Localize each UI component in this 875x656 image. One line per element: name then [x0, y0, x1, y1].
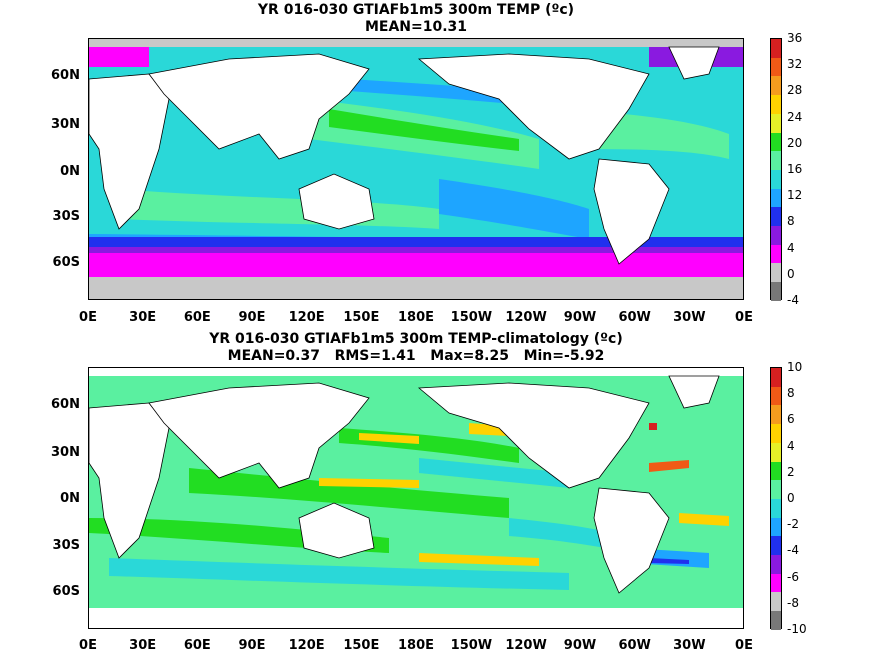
top-lon-label: 180E	[397, 310, 435, 325]
bottom-title-line2: MEAN=0.37 RMS=1.41 Max=8.25 Min=-5.92	[227, 348, 605, 364]
top-colorbar-swatch	[771, 151, 781, 170]
bottom-colorbar-label: -8	[787, 595, 799, 610]
bottom-colorbar-swatch	[771, 536, 781, 556]
top-colorbar-label: -4	[787, 293, 799, 307]
top-colorbar-swatch	[771, 188, 781, 208]
top-colorbar-label: 12	[787, 188, 803, 203]
bottom-colorbar-label: 10	[787, 360, 803, 374]
top-colorbar-swatch	[771, 113, 781, 133]
bottom-colorbar-label: -4	[787, 543, 799, 558]
bottom-lon-label: 90E	[238, 638, 266, 653]
bottom-colorbar-swatch	[771, 405, 781, 425]
bottom-lon-label: 150E	[343, 638, 380, 653]
bottom-lon-label: 180E	[397, 638, 435, 653]
bottom-lat-60s: 60S	[52, 584, 80, 599]
top-lat-60s: 60S	[52, 255, 80, 270]
bottom-colorbar-swatch	[771, 386, 781, 406]
top-colorbar-swatch	[771, 76, 781, 96]
top-lat-30s: 30S	[52, 209, 80, 224]
bottom-colorbar-label: -10	[787, 622, 807, 636]
bottom-colorbar-swatch	[771, 592, 781, 612]
bottom-colorbar-label: 2	[787, 464, 795, 479]
top-colorbar-swatch	[771, 95, 781, 114]
top-lon-label: 150E	[343, 310, 380, 325]
bottom-lat-30s: 30S	[52, 538, 80, 553]
top-colorbar-label: 8	[787, 214, 795, 229]
bottom-colorbar-label: 8	[787, 386, 795, 401]
top-lat-0n: 0N	[60, 164, 80, 179]
bottom-colorbar-swatch	[771, 368, 781, 387]
bottom-colorbar-swatch	[771, 498, 781, 518]
bottom-colorbar-swatch	[771, 573, 781, 593]
top-title-line2: MEAN=10.31	[364, 19, 468, 35]
top-colorbar-swatch	[771, 132, 781, 152]
top-lon-label: 0E	[79, 310, 97, 325]
top-lat-60n: 60N	[51, 68, 80, 83]
bottom-colorbar-label: 6	[787, 412, 795, 427]
bottom-lon-label: 30W	[673, 638, 706, 653]
top-colorbar-swatch	[771, 244, 781, 264]
bottom-colorbar-label: -6	[787, 569, 799, 584]
top-colorbar-label: 16	[787, 162, 803, 176]
bottom-colorbar-label: -2	[787, 517, 799, 532]
bottom-lon-label: 150W	[450, 638, 493, 653]
bottom-lat-30n: 30N	[51, 445, 80, 460]
top-colorbar-swatch	[771, 39, 781, 58]
top-lon-label: 90W	[563, 310, 597, 325]
bottom-map	[88, 367, 744, 629]
top-colorbar-swatch	[771, 263, 781, 283]
top-colorbar-label: 0	[787, 266, 795, 281]
bottom-lon-label: 120W	[505, 638, 547, 653]
top-colorbar-label: 20	[787, 135, 803, 150]
top-colorbar-label: 24	[787, 109, 803, 124]
top-colorbar-swatch	[771, 226, 781, 245]
top-colorbar-swatch	[771, 169, 781, 189]
bottom-colorbar-swatch	[771, 442, 781, 462]
top-lon-label: 150W	[450, 310, 493, 325]
bottom-lon-label: 0E	[735, 638, 753, 653]
top-lat-30n: 30N	[51, 117, 80, 132]
top-lon-label: 90E	[238, 310, 266, 325]
top-colorbar-label: 32	[787, 57, 803, 72]
top-lon-label: 60E	[183, 310, 211, 325]
bottom-colorbar-label: 0	[787, 491, 795, 505]
bottom-lon-label: 90W	[563, 638, 597, 653]
bottom-lon-label: 60W	[618, 638, 651, 653]
bottom-colorbar-swatch	[771, 424, 781, 443]
bottom-colorbar-swatch	[771, 555, 781, 574]
bottom-colorbar	[770, 367, 782, 630]
bottom-lat-0n: 0N	[60, 491, 80, 506]
bottom-colorbar-swatch	[771, 517, 781, 537]
top-lon-label: 30W	[673, 310, 706, 325]
bottom-lon-label: 60E	[183, 638, 211, 653]
top-colorbar-label: 36	[787, 31, 803, 45]
bottom-lon-label: 120E	[288, 638, 325, 653]
bottom-lon-label: 0E	[79, 638, 97, 653]
top-lon-label: 120W	[505, 310, 547, 325]
top-title-line1: YR 016-030 GTIAFb1m5 300m TEMP (ºc)	[257, 2, 575, 18]
bottom-lat-60n: 60N	[51, 397, 80, 412]
top-colorbar-swatch	[771, 207, 781, 227]
top-colorbar-label: 28	[787, 83, 803, 98]
bottom-title-line1: YR 016-030 GTIAFb1m5 300m TEMP-climatolo…	[209, 331, 623, 347]
top-colorbar	[770, 38, 782, 301]
top-colorbar-label: 4	[787, 240, 795, 255]
top-colorbar-swatch	[771, 57, 781, 77]
top-lon-label: 30E	[129, 310, 157, 325]
top-colorbar-swatch	[771, 282, 781, 301]
top-lon-label: 60W	[618, 310, 651, 325]
bottom-colorbar-label: 4	[787, 438, 795, 453]
bottom-colorbar-swatch	[771, 461, 781, 481]
bottom-colorbar-swatch	[771, 611, 781, 630]
bottom-lon-label: 30E	[129, 638, 157, 653]
top-lon-label: 120E	[288, 310, 325, 325]
top-map	[88, 38, 744, 300]
top-lon-label: 0E	[735, 310, 753, 325]
bottom-colorbar-swatch	[771, 480, 781, 499]
